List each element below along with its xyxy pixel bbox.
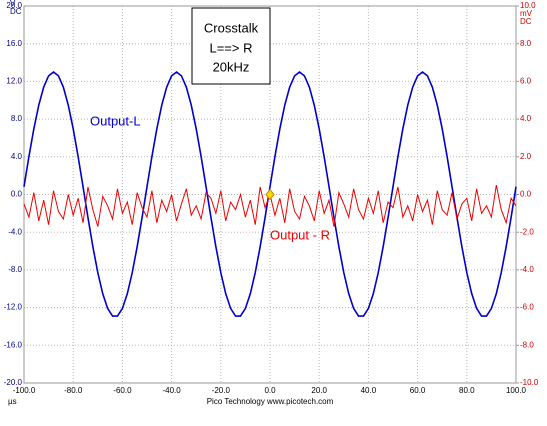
- annotation: 20kHz: [213, 59, 250, 74]
- y2-tick-label: 8.0: [520, 39, 532, 48]
- y2-tick-label: 6.0: [520, 77, 532, 86]
- y2-tick-label: -4.0: [520, 265, 534, 274]
- y2-unit-dc: DC: [520, 17, 532, 26]
- y-tick-label: 8.0: [11, 114, 23, 123]
- annotation-box: [191, 7, 271, 85]
- annotation: Crosstalk: [204, 20, 259, 35]
- x-tick-label: -20.0: [212, 386, 231, 395]
- x-tick-label: 0.0: [264, 386, 276, 395]
- series-label: Output-L: [90, 113, 141, 128]
- x-tick-label: -100.0: [13, 386, 36, 395]
- series-label: Output - R: [270, 227, 330, 242]
- y2-tick-label: 2.0: [520, 152, 532, 161]
- x-tick-label: -60.0: [113, 386, 132, 395]
- y-tick-label: 16.0: [6, 39, 22, 48]
- x-tick-label: -80.0: [64, 386, 83, 395]
- y-tick-label: 0.0: [11, 190, 23, 199]
- x-unit: µs: [8, 397, 17, 406]
- trigger-marker: [265, 188, 275, 201]
- y2-tick-label: 0.0: [520, 190, 532, 199]
- y2-tick-label: 4.0: [520, 114, 532, 123]
- x-tick-label: 40.0: [361, 386, 377, 395]
- y2-tick-label: -2.0: [520, 227, 534, 236]
- y2-tick-label: -8.0: [520, 340, 534, 349]
- y-tick-label: -20.0: [4, 378, 23, 387]
- x-tick-label: 100.0: [506, 386, 527, 395]
- annotation: L==> R: [209, 40, 252, 55]
- footer: Pico Technology www.picotech.com: [207, 397, 334, 406]
- y-tick-label: 12.0: [6, 77, 22, 86]
- y2-unit: mV: [520, 9, 533, 18]
- y-tick-label: -12.0: [4, 303, 23, 312]
- y-tick-label: -8.0: [8, 265, 22, 274]
- x-tick-label: -40.0: [162, 386, 181, 395]
- y-tick-label: 4.0: [11, 152, 23, 161]
- x-tick-label: 80.0: [459, 386, 475, 395]
- x-tick-label: 60.0: [410, 386, 426, 395]
- x-tick-label: 20.0: [311, 386, 327, 395]
- y2-tick-label: -6.0: [520, 303, 534, 312]
- y-tick-label: -4.0: [8, 227, 22, 236]
- y-tick-label: 20.0: [6, 1, 22, 10]
- series-line: [23, 70, 517, 317]
- y2-tick-label: -10.0: [520, 378, 539, 387]
- y-tick-label: -16.0: [4, 340, 23, 349]
- y-unit-dc: DC: [10, 7, 22, 16]
- y-unit: V: [10, 0, 16, 8]
- y2-tick-label: 10.0: [520, 1, 536, 10]
